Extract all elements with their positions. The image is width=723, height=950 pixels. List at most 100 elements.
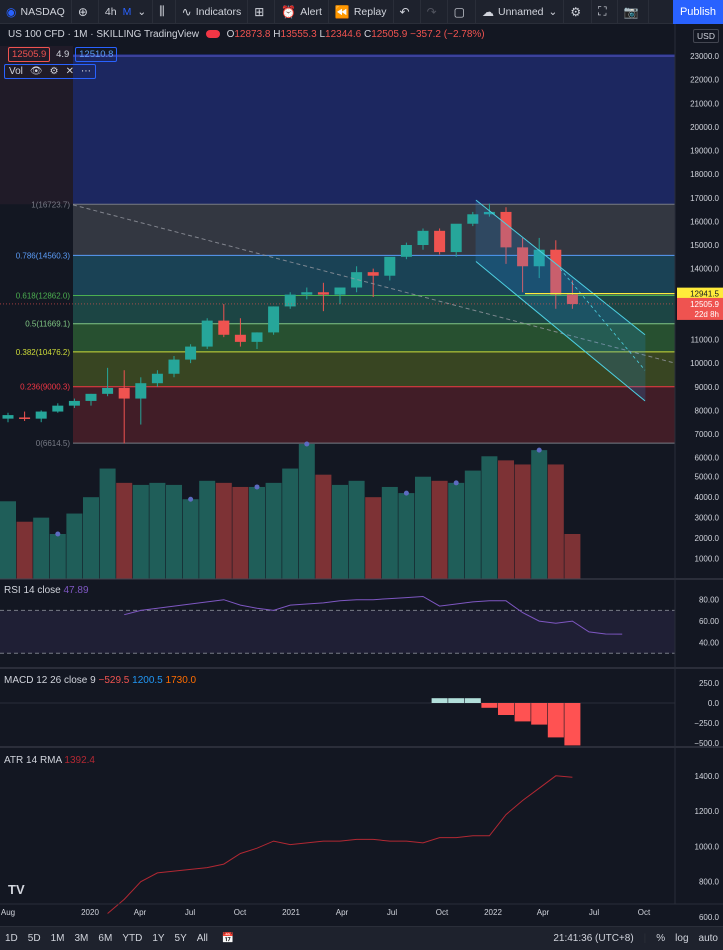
range-button-5d[interactable]: 5D xyxy=(27,933,41,944)
volume-legend[interactable]: Vol 👁 ⚙ ✕ ⋯ xyxy=(4,64,96,79)
layout-button[interactable]: ▢ xyxy=(448,0,476,24)
calendar-icon[interactable]: 📅 xyxy=(221,933,235,944)
templates-button[interactable]: ⊞ xyxy=(248,0,276,24)
time-axis-label: Jul xyxy=(589,908,599,917)
ohlc-h-label: H xyxy=(273,29,281,40)
undo-button[interactable]: ↶ xyxy=(394,0,421,24)
atr-legend: ATR 14 RMA 1392.4 xyxy=(4,755,95,766)
ohlc-c-value: 12505.9 xyxy=(371,29,408,40)
replay-button[interactable]: ⏪ Replay xyxy=(329,0,394,24)
alert-button[interactable]: ⏰ Alert xyxy=(275,0,329,24)
price-axis-label: 19000.0 xyxy=(690,147,719,156)
symbol-search[interactable]: ◉ NASDAQ xyxy=(0,0,72,24)
eye-icon[interactable]: 👁 xyxy=(29,66,43,77)
price-axis-label: 10000.0 xyxy=(690,359,719,368)
layout-name-button[interactable]: ☁ Unnamed ⌄ xyxy=(476,0,565,24)
redo-button[interactable]: ↷ xyxy=(421,0,448,24)
chart-type-button[interactable]: ⫼ xyxy=(153,0,176,24)
range-button-all[interactable]: All xyxy=(196,933,208,944)
candle-body xyxy=(168,359,180,374)
clock-label[interactable]: 21:41:36 (UTC+8) xyxy=(553,933,634,944)
price-axis-label: 21000.0 xyxy=(690,99,719,108)
volume-bar xyxy=(298,444,315,579)
atr-line xyxy=(107,775,573,914)
time-axis-label: Jul xyxy=(387,908,397,917)
price-axis-label: 22000.0 xyxy=(690,76,719,85)
time-axis-label: 2022 xyxy=(484,908,502,917)
indicators-icon: ∿ xyxy=(181,4,192,19)
range-button-1y[interactable]: 1Y xyxy=(152,933,165,944)
candle-body xyxy=(268,306,280,333)
fib-label: 0.618(12862.0) xyxy=(16,292,71,301)
price-axis-label: 9000.0 xyxy=(695,383,720,392)
range-button-1m[interactable]: 1M xyxy=(50,933,65,944)
price-axis-label: 8000.0 xyxy=(695,406,720,415)
undo-icon: ↶ xyxy=(399,4,410,19)
chart-area[interactable]: 1(16723.7) 0.786(14560.3) 0.618(12862.0) 0.… xyxy=(0,24,723,926)
fib-label: 0(6614.5) xyxy=(36,439,71,448)
candle-body xyxy=(417,230,429,245)
symbol-legend: US 100 CFD · 1M · SKILLING TradingView O… xyxy=(8,29,485,40)
more-icon[interactable]: ⋯ xyxy=(80,66,91,77)
rsi-legend: RSI 14 close 47.89 xyxy=(4,585,89,596)
ohlc-change: −357.2 (−2.78%) xyxy=(410,29,485,40)
macd-bar xyxy=(448,698,465,703)
atr-label: ATR 14 RMA xyxy=(4,755,62,766)
ohlc-o-value: 12873.8 xyxy=(234,29,271,40)
price-axis-label: 16000.0 xyxy=(690,217,719,226)
candle-body xyxy=(2,415,14,419)
price-axis-label: 11000.0 xyxy=(691,336,720,345)
range-button-6m[interactable]: 6M xyxy=(98,933,113,944)
interval-label: 4h xyxy=(104,5,117,18)
publish-button[interactable]: Publish xyxy=(673,0,723,24)
ask-pill[interactable]: 12510.8 xyxy=(75,47,118,62)
candle-body xyxy=(301,292,313,295)
bid-pill[interactable]: 12505.9 xyxy=(8,47,51,62)
fib-band-top xyxy=(73,54,675,205)
price-axis-label: 1000.0 xyxy=(695,555,720,564)
date-ranges: 1D 5D 1M 3M 6M YTD 1Y 5Y All xyxy=(0,933,213,944)
redo-icon: ↷ xyxy=(426,4,437,19)
ohlc-l-label: L xyxy=(319,29,326,40)
candle-body xyxy=(351,272,363,288)
volume-marker xyxy=(536,447,542,453)
range-button-3m[interactable]: 3M xyxy=(74,933,89,944)
gear-icon: ⚙ xyxy=(570,4,582,19)
chart-canvas[interactable]: 1(16723.7) 0.786(14560.3) 0.618(12862.0) 0.… xyxy=(0,24,723,926)
legend-title: US 100 CFD · 1M · SKILLING TradingView xyxy=(8,29,199,40)
candle-body xyxy=(483,211,495,215)
ohlc-h-value: 13555.3 xyxy=(280,29,317,40)
indicators-label: Indicators xyxy=(195,5,242,18)
rsi-line xyxy=(124,595,623,635)
candle-body xyxy=(102,387,114,394)
volume-label: Vol xyxy=(9,66,23,77)
log-toggle[interactable]: log xyxy=(675,933,689,944)
rsi-axis-label: 60.00 xyxy=(699,617,720,626)
fib-label: 0.382(10476.2) xyxy=(16,348,71,357)
channel-top xyxy=(475,199,646,336)
snapshot-button[interactable]: 📷 xyxy=(618,0,650,24)
volume-bar xyxy=(215,482,232,579)
range-button-ytd[interactable]: YTD xyxy=(122,933,143,944)
macd-hist-value: −529.5 xyxy=(98,675,130,686)
gear-icon[interactable]: ⚙ xyxy=(49,66,59,77)
price-axis-label: 5000.0 xyxy=(695,473,720,482)
range-button-1d[interactable]: 1D xyxy=(5,933,18,944)
settings-button[interactable]: ⚙ xyxy=(564,0,593,24)
rsi-value: 47.89 xyxy=(63,585,89,596)
close-icon[interactable]: ✕ xyxy=(65,66,74,77)
fullscreen-button[interactable]: ⛶ xyxy=(592,0,618,24)
market-status-icon xyxy=(205,30,220,39)
volume-bar xyxy=(282,468,299,579)
auto-toggle[interactable]: auto xyxy=(698,933,718,944)
interval-selector[interactable]: 4h M ⌄ xyxy=(99,0,154,24)
volume-bar xyxy=(249,486,265,579)
indicators-button[interactable]: ∿ Indicators xyxy=(176,0,249,24)
percent-toggle[interactable]: % xyxy=(656,933,666,944)
currency-selector[interactable]: USD xyxy=(693,29,719,43)
compare-button[interactable]: ⊕ xyxy=(72,0,99,24)
range-button-5y[interactable]: 5Y xyxy=(174,933,187,944)
macd-legend: MACD 12 26 close 9 −529.5 1200.5 1730.0 xyxy=(4,675,196,686)
candle-body xyxy=(533,249,545,267)
volume-marker xyxy=(254,484,260,490)
